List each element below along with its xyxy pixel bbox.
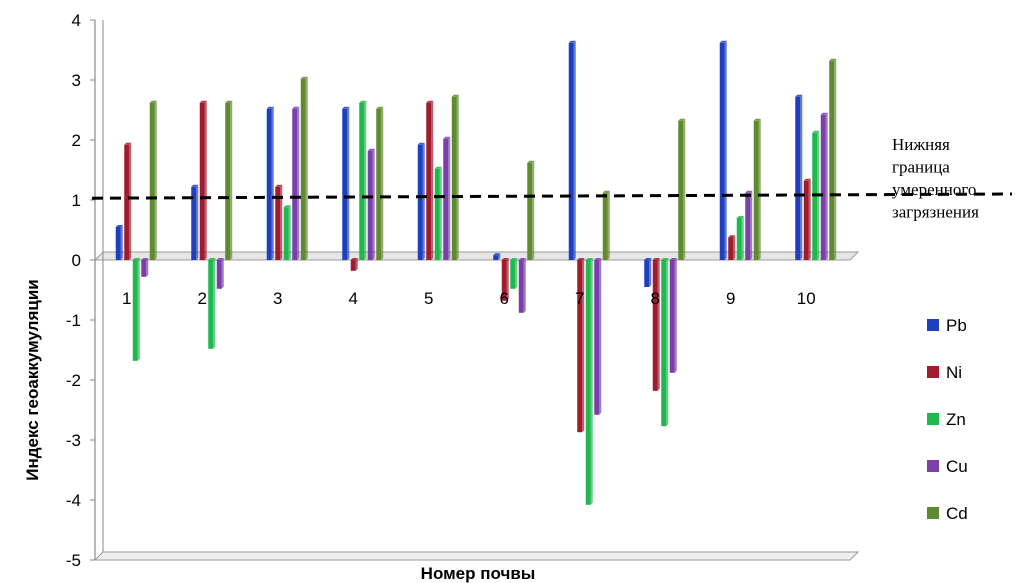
bar-cd-2 [225, 100, 233, 260]
bar-zn-3 [283, 205, 291, 260]
y-tick-label: 1 [72, 191, 81, 210]
bar-zn-6 [510, 258, 518, 289]
legend-swatch [927, 507, 939, 519]
reference-label-line: граница [892, 158, 950, 177]
legend-label: Zn [946, 410, 966, 429]
x-tick-label: 8 [651, 289, 660, 308]
reference-label-line: Нижняя [892, 135, 950, 154]
bar-zn-8 [661, 258, 669, 427]
bar-cd-10 [829, 58, 837, 260]
bar-cd-7 [602, 190, 610, 260]
x-tick-label: 1 [122, 289, 131, 308]
y-tick-label: 2 [72, 131, 81, 150]
y-tick-label: 3 [72, 71, 81, 90]
reference-line [91, 192, 1013, 200]
bar-cu-1 [141, 258, 149, 277]
bar-zn-2 [208, 258, 216, 349]
bar-cd-6 [527, 160, 535, 260]
bar-cd-1 [149, 100, 157, 260]
y-axis: 4 3 2 1 0 -1 -2 -3 -4 -5 [66, 11, 104, 570]
bar-cu-4 [367, 148, 375, 260]
bar-ni-8 [652, 258, 660, 391]
y-tick-label: -2 [66, 371, 81, 390]
legend: Pb Ni Zn Cu Cd [927, 316, 968, 523]
bar-ni-4 [350, 258, 358, 271]
bar-pb-7 [568, 40, 576, 260]
bar-pb-5 [417, 142, 425, 260]
bar-cu-3 [292, 106, 300, 260]
legend-label: Cu [946, 457, 968, 476]
reference-label-line: загрязнения [892, 203, 979, 222]
bar-pb-1 [115, 225, 123, 260]
x-tick-label: 9 [726, 289, 735, 308]
bar-ni-1 [124, 142, 132, 260]
bottom-floor [93, 551, 860, 561]
bar-cd-9 [753, 118, 761, 260]
bar-pb-2 [191, 184, 199, 260]
x-tick-label: 4 [349, 289, 358, 308]
legend-item-cd: Cd [927, 504, 968, 523]
bar-cd-4 [376, 106, 384, 260]
bar-pb-6 [493, 253, 501, 260]
bar-ni-3 [275, 184, 283, 260]
x-tick-label: 7 [575, 289, 584, 308]
bar-cu-6 [518, 258, 526, 313]
reference-label-line: умеренного [892, 180, 976, 199]
bar-cd-5 [451, 94, 459, 260]
legend-swatch [927, 460, 939, 472]
bar-zn-7 [585, 258, 593, 505]
bar-cu-7 [594, 258, 602, 415]
reference-line-group: Нижняя граница умеренного загрязнения [91, 135, 1013, 222]
bar-pb-9 [719, 40, 727, 260]
bar-pb-8 [644, 258, 652, 287]
bar-cu-9 [745, 190, 753, 260]
y-tick-label: 0 [72, 251, 81, 270]
bar-ni-10 [803, 178, 811, 260]
legend-item-cu: Cu [927, 457, 968, 476]
y-tick-label: -1 [66, 311, 81, 330]
bar-cu-2 [216, 258, 224, 289]
legend-swatch [927, 366, 939, 378]
y-axis-title: Индекс геоаккумуляции [23, 279, 42, 480]
bar-zn-1 [132, 258, 140, 361]
bar-ni-9 [728, 235, 736, 260]
legend-item-ni: Ni [927, 363, 962, 382]
x-tick-labels: 1 2 3 4 5 6 7 8 9 10 [122, 289, 816, 308]
bars-group [115, 40, 837, 505]
bar-cd-8 [678, 118, 686, 260]
legend-label: Ni [946, 363, 962, 382]
x-tick-label: 3 [273, 289, 282, 308]
bar-cu-5 [443, 136, 451, 260]
y-tick-label: -4 [66, 491, 81, 510]
bar-ni-2 [199, 100, 207, 260]
bar-zn-5 [434, 166, 442, 260]
x-tick-label: 10 [797, 289, 816, 308]
x-axis-title: Номер почвы [421, 564, 536, 583]
legend-swatch [927, 413, 939, 425]
bar-ni-5 [426, 100, 434, 260]
bar-pb-4 [342, 106, 350, 260]
bar-cu-8 [669, 258, 677, 373]
bar-pb-3 [266, 106, 274, 260]
y-tick-label: -3 [66, 431, 81, 450]
reference-line-label: Нижняя граница умеренного загрязнения [892, 135, 979, 222]
legend-label: Pb [946, 316, 967, 335]
bar-pb-10 [795, 94, 803, 260]
bar-zn-4 [359, 100, 367, 260]
x-tick-label: 6 [500, 289, 509, 308]
bar-zn-9 [736, 216, 744, 260]
legend-item-pb: Pb [927, 316, 967, 335]
x-tick-label: 2 [198, 289, 207, 308]
legend-label: Cd [946, 504, 968, 523]
bar-cu-10 [820, 112, 828, 260]
legend-item-zn: Zn [927, 410, 966, 429]
y-tick-label: -5 [66, 551, 81, 570]
bar-cd-3 [300, 76, 308, 260]
x-tick-label: 5 [424, 289, 433, 308]
legend-swatch [927, 319, 939, 331]
bar-ni-6 [501, 258, 509, 301]
bar-ni-7 [577, 258, 585, 433]
y-tick-label: 4 [72, 11, 81, 30]
